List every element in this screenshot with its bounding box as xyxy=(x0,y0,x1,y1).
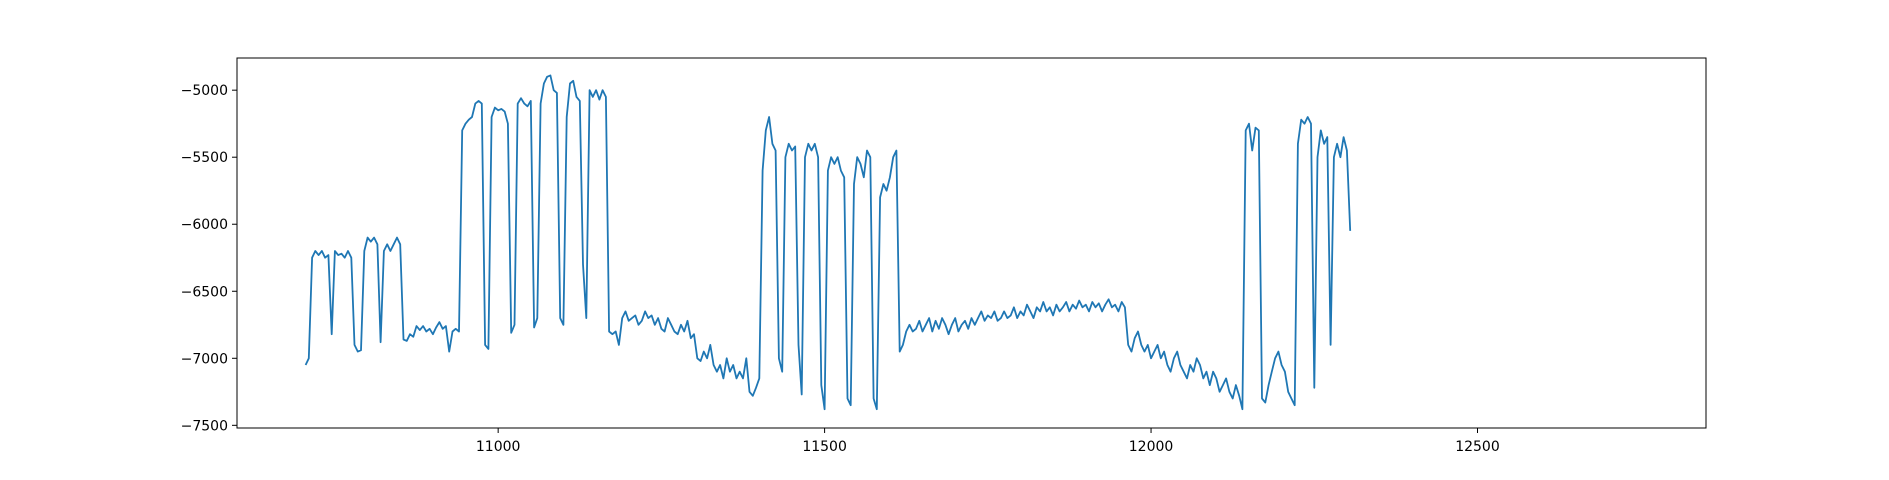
y-tick-label: −6000 xyxy=(181,217,228,233)
y-tick-label: −7000 xyxy=(181,351,228,367)
x-tick-label: 12000 xyxy=(1129,439,1174,455)
plot-frame xyxy=(236,57,1707,429)
y-tick-label: −7500 xyxy=(181,418,228,434)
y-tick-label: −5500 xyxy=(181,150,228,166)
x-tick-label: 12500 xyxy=(1455,439,1500,455)
y-tick-label: −5000 xyxy=(181,83,228,99)
series-line-0 xyxy=(304,74,1352,411)
y-tick-label: −6500 xyxy=(181,284,228,300)
x-axis: 11000 11500 12000 12500 xyxy=(476,428,1500,455)
y-axis: −5000 −5500 −6000 −6500 −7000 −7500 xyxy=(181,83,237,434)
x-tick-label: 11000 xyxy=(476,439,521,455)
plot-area xyxy=(236,57,1707,429)
x-tick-label: 11500 xyxy=(802,439,847,455)
